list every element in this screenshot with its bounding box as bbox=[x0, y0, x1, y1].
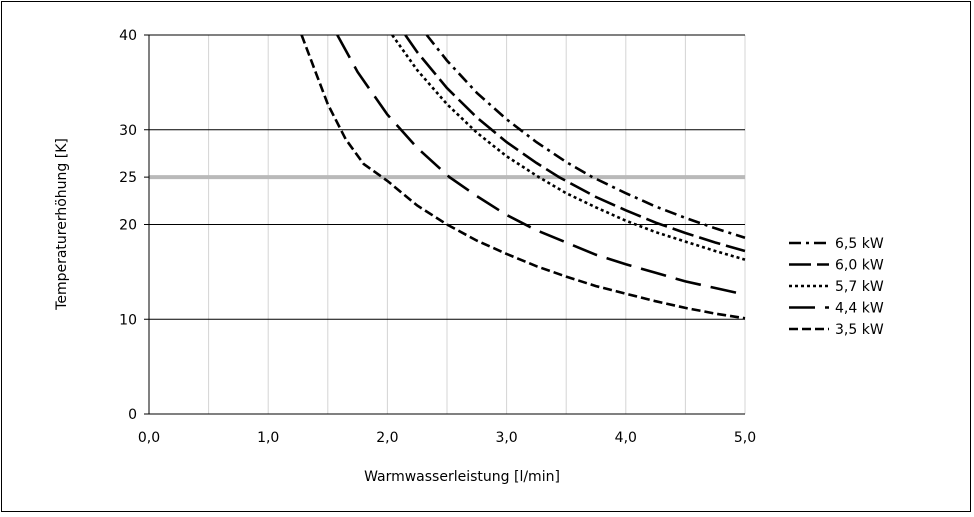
series-line bbox=[300, 34, 746, 320]
legend-label: 6,5 kW bbox=[835, 236, 884, 252]
y-axis-label: Temperaturerhöhung [K] bbox=[54, 138, 70, 311]
x-axis-label: Warmwasserleistung [l/min] bbox=[364, 469, 560, 485]
x-tick-label: 4,0 bbox=[615, 430, 637, 446]
tick-labels: 0,0 1,0 2,0 3,0 4,0 5,0 0 10 20 25 30 40 bbox=[119, 28, 756, 446]
series-layer bbox=[300, 34, 746, 320]
series-line bbox=[404, 34, 746, 253]
series-line bbox=[391, 34, 746, 261]
y-tick-label: 30 bbox=[119, 123, 137, 139]
x-tick-label: 2,0 bbox=[376, 430, 398, 446]
x-tick-label: 5,0 bbox=[734, 430, 756, 446]
y-tick-label: 25 bbox=[119, 170, 137, 186]
legend-label: 5,7 kW bbox=[835, 279, 884, 295]
x-tick-label: 0,0 bbox=[138, 430, 160, 446]
x-tick-label: 1,0 bbox=[257, 430, 279, 446]
y-tick-label: 0 bbox=[128, 407, 137, 423]
y-tick-label: 20 bbox=[119, 218, 137, 234]
y-tick-label: 10 bbox=[119, 312, 137, 328]
legend-label: 6,0 kW bbox=[835, 258, 884, 274]
series-line bbox=[336, 34, 746, 296]
legend-label: 3,5 kW bbox=[835, 322, 884, 338]
legend-label: 4,4 kW bbox=[835, 301, 884, 317]
series-line bbox=[425, 34, 746, 240]
y-tick-label: 40 bbox=[119, 28, 137, 44]
x-tick-label: 3,0 bbox=[495, 430, 517, 446]
axes bbox=[144, 34, 745, 415]
legend: 6,5 kW 6,0 kW 5,7 kW 4,4 kW 3,5 kW bbox=[789, 236, 884, 338]
